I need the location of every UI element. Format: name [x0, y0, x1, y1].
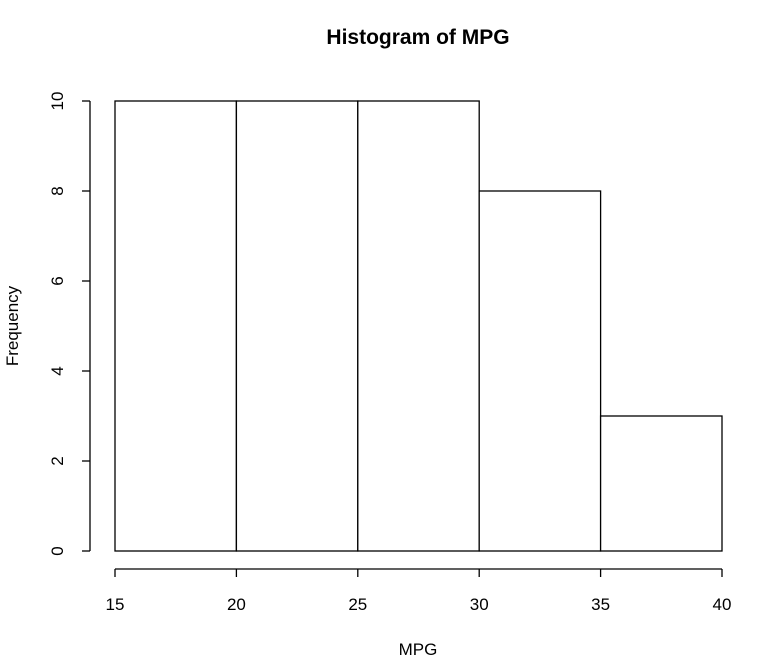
y-axis-label: Frequency — [3, 285, 22, 366]
chart-title: Histogram of MPG — [326, 26, 509, 49]
x-tick-label: 40 — [713, 595, 732, 614]
bars-layer — [114, 100, 723, 552]
x-tick-label: 15 — [106, 595, 125, 614]
y-tick-label: 10 — [48, 92, 67, 111]
x-tick-label: 30 — [470, 595, 489, 614]
y-axis: 0 2 4 6 8 10 — [48, 92, 91, 556]
x-axis-label: MPG — [399, 640, 438, 659]
y-tick-label: 0 — [48, 546, 67, 555]
histogram-bar-3 — [357, 100, 480, 552]
histogram-bar-1 — [114, 100, 238, 552]
histogram-bar-5 — [599, 415, 723, 552]
x-tick-label: 35 — [591, 595, 610, 614]
y-tick-label: 4 — [48, 366, 67, 375]
histogram-bar-2 — [235, 100, 359, 552]
y-tick-label: 8 — [48, 186, 67, 195]
histogram-bar-4 — [478, 190, 602, 552]
x-tick-label: 25 — [348, 595, 367, 614]
x-tick-label: 20 — [227, 595, 246, 614]
y-tick-label: 2 — [48, 456, 67, 465]
x-axis: 15 20 25 30 35 40 — [106, 568, 732, 614]
y-tick-label: 6 — [48, 276, 67, 285]
